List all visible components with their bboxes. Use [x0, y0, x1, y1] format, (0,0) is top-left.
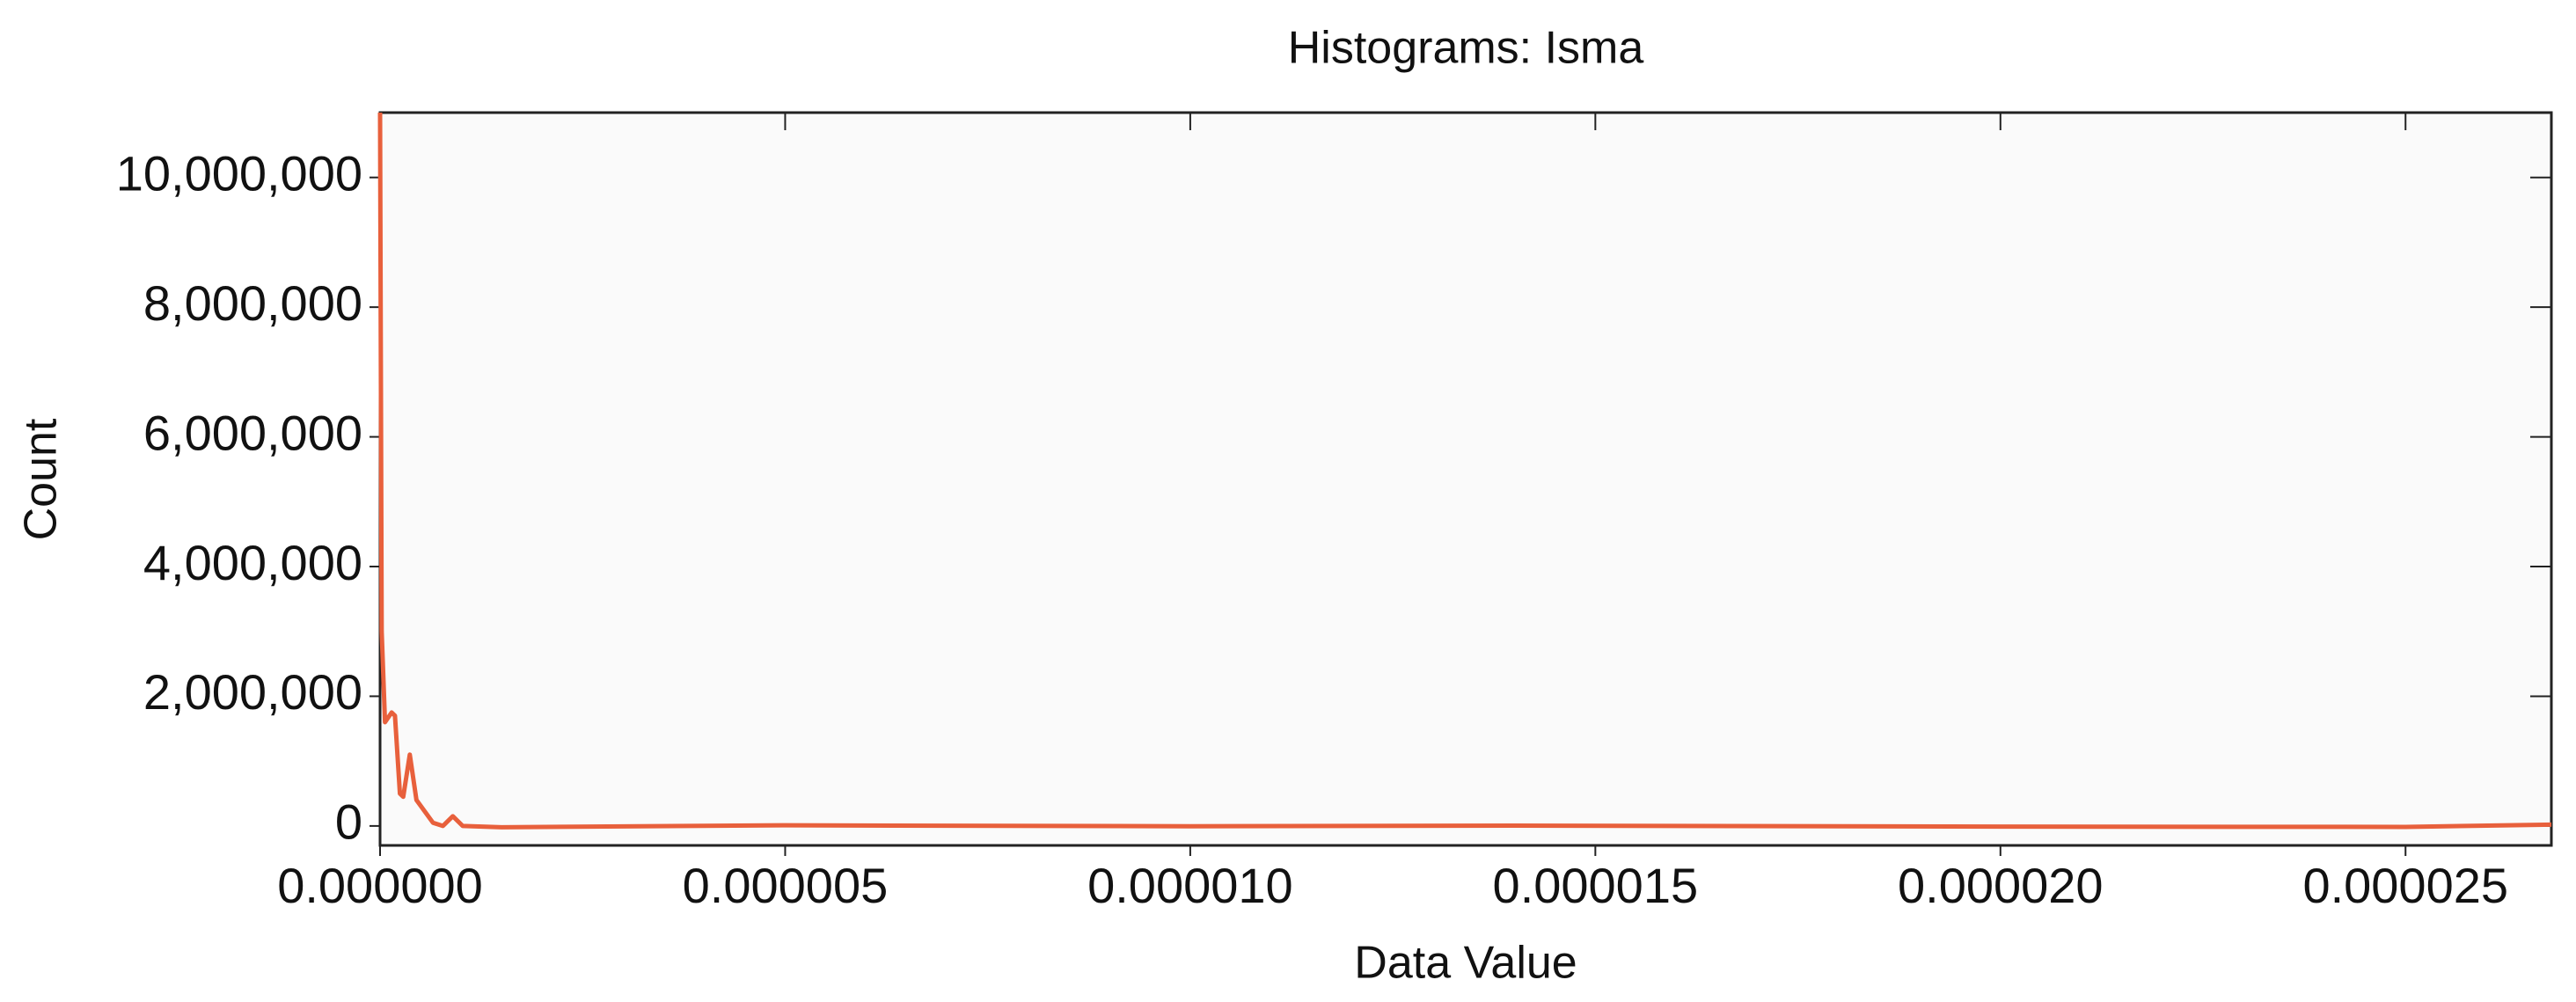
data-line: [377, 112, 2552, 830]
y-tick-label: 4,000,000: [143, 535, 362, 590]
x-tick-label: 0.000020: [1898, 858, 2104, 913]
plot-area: [378, 111, 2553, 847]
y-tick-label: 6,000,000: [143, 405, 362, 460]
x-axis-label: Data Value: [1354, 938, 1577, 989]
y-tick-label: 2,000,000: [143, 664, 362, 720]
x-tick-label: 0.000025: [2302, 858, 2508, 913]
x-tick-label: 0.000000: [277, 858, 483, 913]
x-tick-label: 0.000010: [1087, 858, 1293, 913]
y-tick-label: 10,000,000: [116, 146, 362, 201]
y-tick-label: 0: [335, 794, 362, 850]
x-tick-label: 0.000005: [683, 858, 889, 913]
x-tick-label: 0.000015: [1493, 858, 1699, 913]
y-axis-label: Count: [16, 418, 67, 540]
y-tick-label: 8,000,000: [143, 275, 362, 331]
chart-title: Histograms: Isma: [1288, 23, 1644, 74]
